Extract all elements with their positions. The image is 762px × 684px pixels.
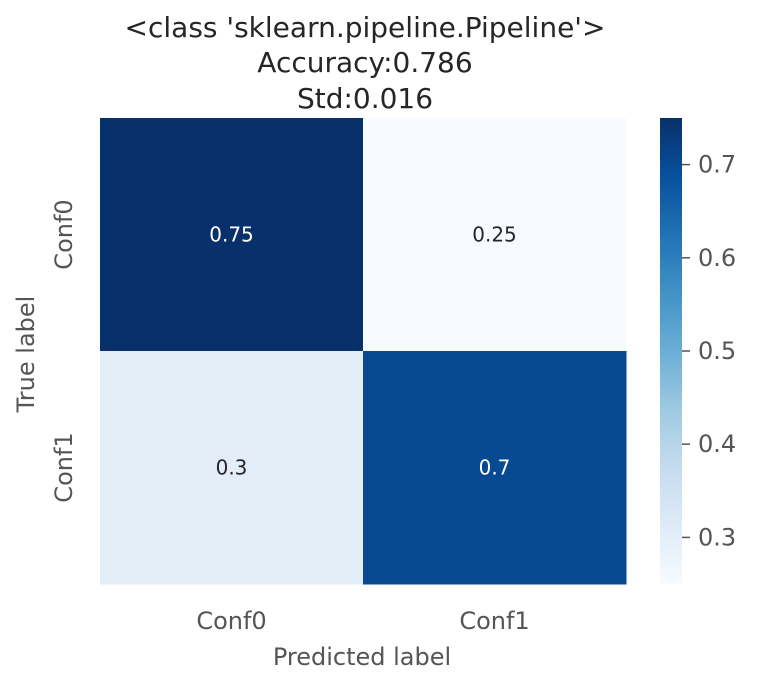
colorbar-tick-label-2: 0.5 — [698, 337, 736, 365]
cell-value-label-1-1: 0.7 — [479, 456, 511, 480]
chart-title-line-3: Std:0.016 — [296, 82, 434, 115]
heatmap-cell-1-1 — [363, 351, 627, 585]
cell-value-label-1-0: 0.3 — [216, 456, 248, 480]
colorbar — [660, 118, 682, 584]
x-axis-label: Predicted label — [272, 643, 452, 671]
x-tick-label-1: Conf1 — [459, 607, 529, 635]
chart-title-line-1: <class 'sklearn.pipeline.Pipeline'> — [124, 11, 606, 44]
colorbar-tick-label-4: 0.7 — [698, 151, 736, 179]
cell-value-label-0-1: 0.25 — [472, 223, 517, 247]
heatmap-cell-0-0 — [100, 118, 364, 352]
y-tick-label-0: Conf0 — [50, 199, 78, 269]
colorbar-tick-label-1: 0.4 — [698, 430, 736, 458]
colorbar-tick-label-3: 0.6 — [698, 244, 736, 272]
cell-value-label-0-0: 0.75 — [209, 223, 254, 247]
chart-title-line-2: Accuracy:0.786 — [257, 46, 473, 79]
x-tick-label-0: Conf0 — [196, 607, 266, 635]
heatmap-cell-0-1 — [363, 118, 627, 352]
heatmap-cell-1-0 — [100, 351, 364, 585]
colorbar-tick-label-0: 0.3 — [698, 523, 736, 551]
y-tick-label-1: Conf1 — [50, 432, 78, 502]
